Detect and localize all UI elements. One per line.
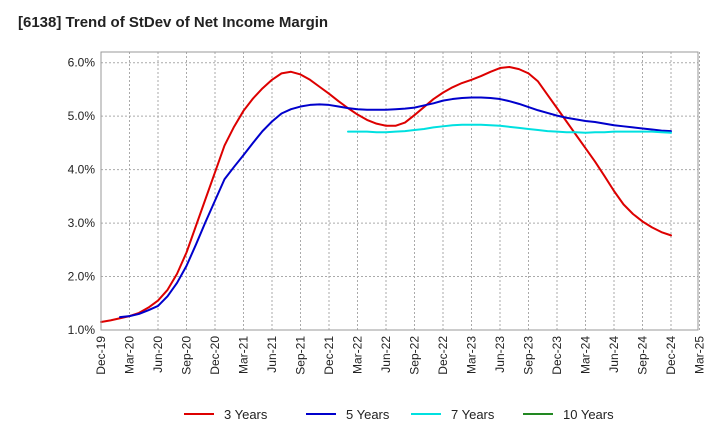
series-layer [100, 65, 672, 323]
x-tick-label: Dec-24 [664, 336, 678, 375]
y-tick-label: 4.0% [68, 163, 96, 177]
legend-label: 3 Years [224, 407, 268, 422]
x-axis-tick-labels: Dec-19 Mar-20 Jun-20 Sep-20 Dec-20 Mar-21 Jun-… [94, 336, 707, 375]
x-tick-label: Sep-23 [522, 336, 536, 375]
legend-label: 5 Years [346, 407, 390, 422]
x-tick-label: Mar-25 [693, 336, 707, 374]
y-tick-label: 2.0% [68, 270, 96, 284]
legend-label: 7 Years [451, 407, 495, 422]
x-tick-label: Mar-22 [351, 336, 365, 374]
legend-label: 10 Years [563, 407, 614, 422]
x-tick-label: Mar-21 [237, 336, 251, 374]
y-tick-label: 1.0% [68, 323, 96, 337]
series-line-5-years [119, 96, 672, 319]
x-tick-label: Dec-23 [550, 336, 564, 375]
series-line-3-years [100, 65, 672, 323]
x-tick-label: Dec-21 [322, 336, 336, 375]
x-tick-label: Sep-22 [408, 336, 422, 375]
x-tick-label: Sep-20 [180, 336, 194, 375]
legend: 3 Years 5 Years 7 Years 10 Years [184, 407, 614, 422]
y-tick-label: 6.0% [68, 56, 96, 70]
plot-border [100, 51, 699, 331]
x-tick-label: Dec-22 [436, 336, 450, 375]
x-tick-label: Mar-24 [579, 336, 593, 374]
x-tick-label: Jun-21 [265, 336, 279, 373]
y-tick-label: 5.0% [68, 109, 96, 123]
series-line-7-years [347, 123, 672, 134]
x-tick-label: Dec-20 [208, 336, 222, 375]
x-tick-label: Sep-24 [636, 336, 650, 375]
y-tick-label: 3.0% [68, 216, 96, 230]
y-axis-tick-labels: 1.0% 2.0% 3.0% 4.0% 5.0% 6.0% [68, 56, 96, 337]
x-tick-label: Sep-21 [294, 336, 308, 375]
x-tick-label: Mar-23 [465, 336, 479, 374]
x-tick-label: Jun-24 [607, 336, 621, 373]
x-tick-label: Jun-23 [493, 336, 507, 373]
chart-title: [6138] Trend of StDev of Net Income Marg… [18, 14, 329, 31]
x-tick-label: Dec-19 [94, 336, 108, 375]
x-tick-label: Mar-20 [123, 336, 137, 374]
plot-area [101, 52, 698, 330]
x-tick-label: Jun-22 [379, 336, 393, 373]
x-tick-label: Jun-20 [151, 336, 165, 373]
